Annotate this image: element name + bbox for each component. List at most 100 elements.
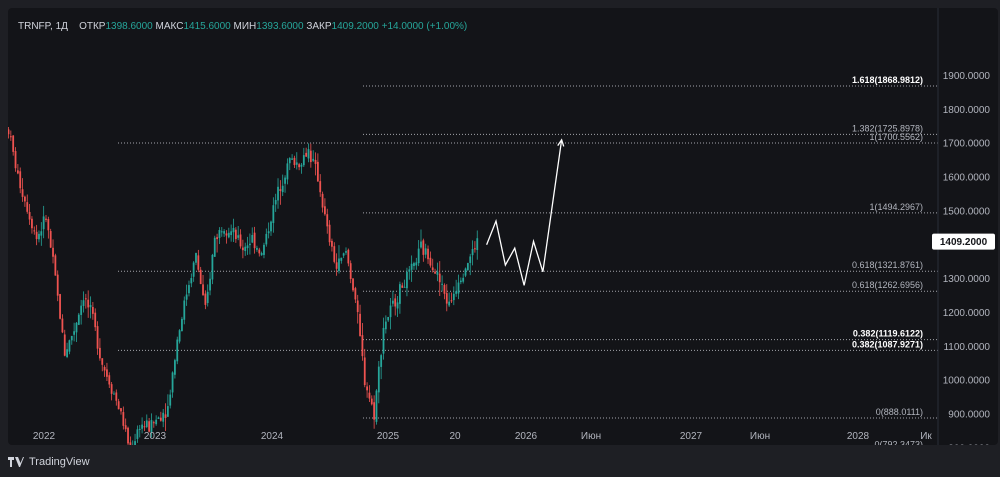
candle-body [47, 219, 50, 231]
candle-body [45, 218, 47, 220]
tradingview-logo-icon[interactable] [8, 457, 24, 467]
high-label: МАКС [155, 21, 184, 32]
candle-body [370, 398, 373, 405]
candle-body [277, 186, 279, 201]
candle-body [33, 230, 36, 232]
candle-body [176, 339, 179, 362]
y-tick-label: 1100.0000 [943, 342, 990, 353]
y-tick-label: 1900.0000 [943, 71, 991, 82]
y-tick-label: 1500.0000 [943, 206, 991, 217]
candle-body [8, 129, 10, 135]
candle-body [14, 151, 17, 169]
candle-body [87, 299, 90, 308]
candle-body [368, 392, 371, 399]
y-tick-label: 800.0000 [948, 443, 990, 445]
candle-body [338, 258, 340, 272]
candle-body [169, 394, 172, 406]
candle-body [209, 278, 211, 291]
candle-body [19, 171, 22, 189]
fib-label: 0.382(1119.6122) [853, 329, 923, 339]
candle-body [234, 229, 237, 240]
open-value: 1398.6000 [105, 21, 153, 32]
candle-body [312, 158, 315, 161]
candle-body [59, 294, 61, 319]
candle-body [103, 366, 106, 371]
candle-body [148, 421, 151, 432]
candle-body [445, 293, 448, 304]
candle-body [66, 349, 68, 357]
candle-body [56, 274, 59, 296]
candle-body [457, 282, 460, 294]
candle-body [223, 231, 226, 234]
y-axis[interactable]: 1900.0000 1800.0000 1700.0000 1600.0000 1500… [937, 8, 991, 445]
candle-body [424, 248, 427, 255]
candle-body [413, 263, 415, 266]
high-value: 1415.6000 [183, 21, 231, 32]
current-price-tag: 1409.2000 [932, 233, 995, 250]
fib-label: 0.618(1321.8761) [852, 260, 923, 270]
candle-body [138, 428, 141, 430]
candle-body [260, 253, 263, 256]
candle-body [464, 268, 467, 276]
chart-panel[interactable]: 1.618(1868.9812) 1.382(1725.8978) 1(1700.5… [8, 8, 998, 445]
candle-body [382, 327, 385, 354]
fib-label: 0.382(1087.9271) [852, 339, 923, 349]
symbol-label[interactable]: TRNFP, 1Д [18, 21, 68, 32]
legend-sep [71, 21, 77, 32]
candle-body [162, 412, 165, 422]
candle-body [284, 177, 286, 184]
candle-body [427, 248, 429, 260]
candle-body [408, 269, 411, 272]
projection [486, 138, 565, 286]
candle-body [108, 375, 111, 385]
candle-body [230, 231, 233, 236]
candle-body [134, 441, 136, 445]
candle-body [9, 136, 12, 138]
candle-body [152, 422, 155, 424]
candle-body [183, 300, 186, 320]
candle-body [246, 245, 249, 249]
candle-body [206, 291, 209, 303]
candle-body [361, 335, 364, 357]
candle-body [52, 247, 54, 257]
candle-body [84, 298, 87, 300]
candle-body [129, 442, 132, 445]
x-tick-label: 2023 [144, 431, 167, 442]
x-tick-label: Июн [581, 431, 601, 442]
candle-body [244, 246, 247, 252]
candle-body [279, 189, 282, 191]
candle-body [63, 334, 66, 356]
candle-body [462, 277, 465, 282]
x-tick-label: 2028 [847, 431, 870, 442]
candle-body [305, 152, 308, 157]
candle-body [272, 205, 275, 224]
candle-body [227, 232, 230, 238]
candle-body [16, 170, 19, 174]
fib-label: 0(792.3473) [874, 439, 923, 445]
price-chart[interactable]: 1.618(1868.9812) 1.382(1725.8978)1(1700.5… [8, 8, 998, 445]
candle-body [113, 393, 115, 395]
candle-body [354, 288, 357, 300]
candle-body [448, 301, 451, 306]
candle-body [302, 155, 305, 166]
candle-body [403, 286, 406, 288]
candle-body [75, 322, 78, 333]
fib-label: 0.618(1262.6956) [852, 280, 923, 290]
close-value: 1409.2000 [331, 21, 379, 32]
candle-body [237, 235, 240, 238]
x-tick-label: Ик [920, 431, 932, 442]
candle-body [82, 300, 85, 306]
candle-body [159, 417, 162, 421]
x-axis[interactable]: 2022 2023 2024 2025 20 2026 Июн 2027 Июн 2028 Ик [33, 431, 933, 442]
candle-body [101, 358, 104, 365]
candle-body [54, 255, 57, 276]
candle-body [399, 284, 401, 304]
candle-body [380, 355, 383, 367]
candle-body [199, 269, 202, 285]
brand-label[interactable]: TradingView [29, 456, 90, 468]
candle-body [185, 294, 188, 300]
candle-body [89, 305, 92, 308]
candle-body [349, 263, 352, 279]
candle-body [347, 249, 350, 264]
